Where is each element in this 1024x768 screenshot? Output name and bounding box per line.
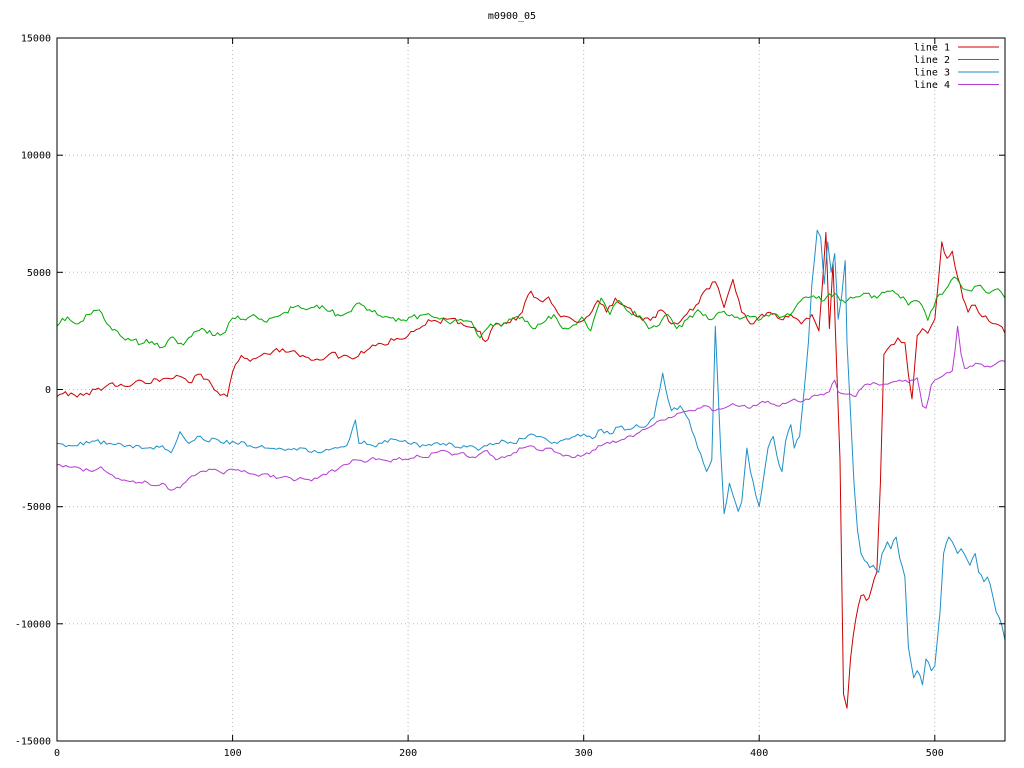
y-tick-label: 15000 (21, 34, 51, 45)
plot-border (56, 37, 1006, 742)
y-tick-label: 0 (45, 385, 51, 396)
y-tick-label: -5000 (21, 502, 51, 513)
legend-label: line 1 (914, 43, 950, 54)
x-tick-label: 300 (575, 748, 593, 759)
x-tick-label: 200 (399, 748, 417, 759)
x-tick-label: 100 (224, 748, 242, 759)
legend-label: line 2 (914, 55, 950, 66)
series-line-4 (56, 325, 1006, 491)
x-tick-label: 400 (750, 748, 768, 759)
y-tick-label: -15000 (15, 737, 51, 748)
y-tick-label: 10000 (21, 151, 51, 162)
series-line-1 (56, 232, 1006, 709)
y-tick-label: 5000 (27, 268, 51, 279)
grid (56, 37, 1005, 742)
legend-label: line 3 (914, 68, 950, 79)
axis-ticks: 0 100 200 300 400 500 -15000 -10000 -5000 0 5000 10… (15, 34, 1005, 759)
chart-title: m0900_05 (487, 11, 537, 22)
series-line-3 (56, 229, 1006, 686)
legend-label: line 4 (914, 80, 950, 91)
x-tick-label: 500 (926, 748, 944, 759)
x-tick-label: 0 (54, 748, 60, 759)
y-tick-label: -10000 (15, 619, 51, 630)
series-line-2 (56, 276, 1006, 349)
